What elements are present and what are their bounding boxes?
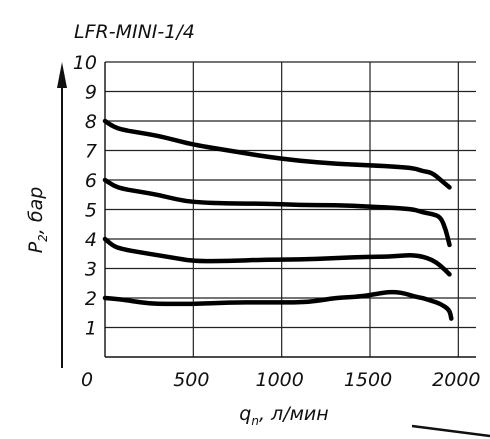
x-tick-labels: 500 1000 1500 2000 [173,369,480,391]
x-axis-label-unit: , л/мин [259,403,329,425]
y-axis-label-symbol: P [25,241,47,253]
origin-label: 0 [81,369,93,391]
y-tick-label: 3 [85,259,97,281]
series-line-3 [102,236,452,277]
y-axis-label-subscript: 2 [36,234,50,242]
x-tick-label: 1000 [255,369,303,391]
y-tick-label: 10 [73,52,97,74]
chart-grid [105,61,476,357]
x-axis-arrow-line [411,424,490,438]
y-axis-label: P2, бар [25,187,50,254]
series-line-2 [102,177,452,248]
x-tick-label: 1500 [344,369,392,391]
x-axis-label-symbol: q [239,403,251,425]
y-tick-label: 4 [85,229,97,251]
y-tick-label: 1 [85,318,97,340]
y-tick-label: 7 [85,141,97,163]
x-tick-label: 2000 [432,369,480,391]
y-axis-label-unit: , бар [25,187,47,235]
y-axis-arrowhead [57,62,67,88]
y-tick-label: 8 [85,111,97,133]
x-tick-label: 500 [173,369,209,391]
chart-title: LFR-MINI-1/4 [74,21,195,43]
y-tick-label: 9 [85,82,97,104]
y-tick-label: 5 [85,200,97,222]
y-tick-labels: 1 2 3 4 5 6 7 8 9 10 [73,52,97,340]
y-tick-label: 2 [85,288,97,310]
series-line-4 [102,289,454,321]
y-tick-label: 6 [85,170,97,192]
x-axis-label-subscript: n [251,414,259,428]
series-line-1 [102,118,452,190]
chart-series [102,118,454,321]
chart-axes [57,62,490,438]
x-axis-label: qn, л/мин [239,403,328,428]
